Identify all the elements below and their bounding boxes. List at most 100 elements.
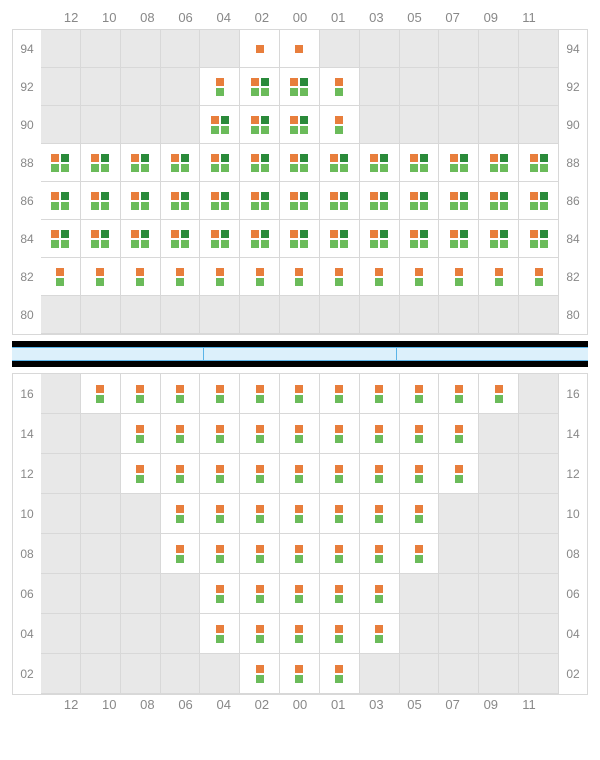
seat-cell[interactable]	[280, 68, 320, 106]
seat-cell[interactable]	[200, 494, 240, 534]
seat-cell[interactable]	[280, 258, 320, 296]
seat-cell[interactable]	[400, 494, 440, 534]
seat-cell[interactable]	[320, 494, 360, 534]
seat-cell[interactable]	[519, 144, 559, 182]
seat-cell[interactable]	[161, 454, 201, 494]
seat-cell[interactable]	[360, 414, 400, 454]
seat-cell[interactable]	[360, 182, 400, 220]
seat-cell[interactable]	[280, 454, 320, 494]
seat-cell[interactable]	[240, 68, 280, 106]
seat-cell[interactable]	[280, 144, 320, 182]
seat-cell[interactable]	[81, 258, 121, 296]
seat-cell[interactable]	[519, 182, 559, 220]
seat-cell[interactable]	[439, 144, 479, 182]
seat-cell[interactable]	[121, 374, 161, 414]
seat-cell[interactable]	[280, 414, 320, 454]
seat-cell[interactable]	[240, 534, 280, 574]
seat-cell[interactable]	[200, 574, 240, 614]
seat-cell[interactable]	[280, 106, 320, 144]
seat-cell[interactable]	[81, 220, 121, 258]
seat-cell[interactable]	[240, 220, 280, 258]
seat-cell[interactable]	[200, 68, 240, 106]
seat-cell[interactable]	[200, 454, 240, 494]
seat-cell[interactable]	[280, 574, 320, 614]
seat-cell[interactable]	[320, 454, 360, 494]
seat-cell[interactable]	[161, 182, 201, 220]
seat-cell[interactable]	[320, 258, 360, 296]
seat-cell[interactable]	[240, 614, 280, 654]
seat-cell[interactable]	[240, 106, 280, 144]
seat-cell[interactable]	[320, 220, 360, 258]
seat-cell[interactable]	[41, 220, 81, 258]
seat-cell[interactable]	[161, 220, 201, 258]
seat-cell[interactable]	[200, 614, 240, 654]
seat-cell[interactable]	[439, 414, 479, 454]
seat-cell[interactable]	[121, 414, 161, 454]
seat-cell[interactable]	[439, 454, 479, 494]
seat-cell[interactable]	[280, 534, 320, 574]
seat-cell[interactable]	[360, 614, 400, 654]
seat-cell[interactable]	[200, 374, 240, 414]
seat-cell[interactable]	[360, 220, 400, 258]
seat-cell[interactable]	[161, 144, 201, 182]
seat-cell[interactable]	[320, 182, 360, 220]
seat-cell[interactable]	[360, 144, 400, 182]
seat-cell[interactable]	[400, 258, 440, 296]
seat-cell[interactable]	[200, 414, 240, 454]
seat-cell[interactable]	[439, 374, 479, 414]
seat-cell[interactable]	[240, 182, 280, 220]
seat-cell[interactable]	[81, 182, 121, 220]
seat-cell[interactable]	[41, 182, 81, 220]
seat-cell[interactable]	[161, 534, 201, 574]
seat-cell[interactable]	[360, 258, 400, 296]
seat-cell[interactable]	[479, 144, 519, 182]
seat-cell[interactable]	[400, 454, 440, 494]
seat-cell[interactable]	[320, 614, 360, 654]
seat-cell[interactable]	[200, 106, 240, 144]
seat-cell[interactable]	[240, 494, 280, 534]
seat-cell[interactable]	[240, 374, 280, 414]
seat-cell[interactable]	[400, 220, 440, 258]
seat-cell[interactable]	[320, 534, 360, 574]
seat-cell[interactable]	[240, 654, 280, 694]
seat-cell[interactable]	[161, 374, 201, 414]
seat-cell[interactable]	[161, 414, 201, 454]
seat-cell[interactable]	[360, 374, 400, 414]
seat-cell[interactable]	[439, 258, 479, 296]
seat-cell[interactable]	[121, 454, 161, 494]
seat-cell[interactable]	[240, 144, 280, 182]
seat-cell[interactable]	[41, 258, 81, 296]
seat-cell[interactable]	[400, 144, 440, 182]
seat-cell[interactable]	[121, 220, 161, 258]
seat-cell[interactable]	[280, 30, 320, 68]
seat-cell[interactable]	[320, 144, 360, 182]
seat-cell[interactable]	[200, 534, 240, 574]
seat-cell[interactable]	[121, 182, 161, 220]
seat-cell[interactable]	[161, 258, 201, 296]
seat-cell[interactable]	[360, 574, 400, 614]
seat-cell[interactable]	[200, 182, 240, 220]
seat-cell[interactable]	[320, 654, 360, 694]
seat-cell[interactable]	[200, 258, 240, 296]
seat-cell[interactable]	[81, 374, 121, 414]
seat-cell[interactable]	[320, 374, 360, 414]
seat-cell[interactable]	[280, 614, 320, 654]
seat-cell[interactable]	[439, 182, 479, 220]
seat-cell[interactable]	[400, 182, 440, 220]
seat-cell[interactable]	[479, 374, 519, 414]
seat-cell[interactable]	[320, 106, 360, 144]
seat-cell[interactable]	[280, 654, 320, 694]
seat-cell[interactable]	[360, 534, 400, 574]
seat-cell[interactable]	[81, 144, 121, 182]
seat-cell[interactable]	[41, 144, 81, 182]
seat-cell[interactable]	[121, 258, 161, 296]
seat-cell[interactable]	[400, 374, 440, 414]
seat-cell[interactable]	[519, 258, 559, 296]
seat-cell[interactable]	[240, 258, 280, 296]
seat-cell[interactable]	[320, 574, 360, 614]
seat-cell[interactable]	[280, 182, 320, 220]
seat-cell[interactable]	[240, 414, 280, 454]
seat-cell[interactable]	[400, 534, 440, 574]
seat-cell[interactable]	[240, 454, 280, 494]
seat-cell[interactable]	[479, 182, 519, 220]
